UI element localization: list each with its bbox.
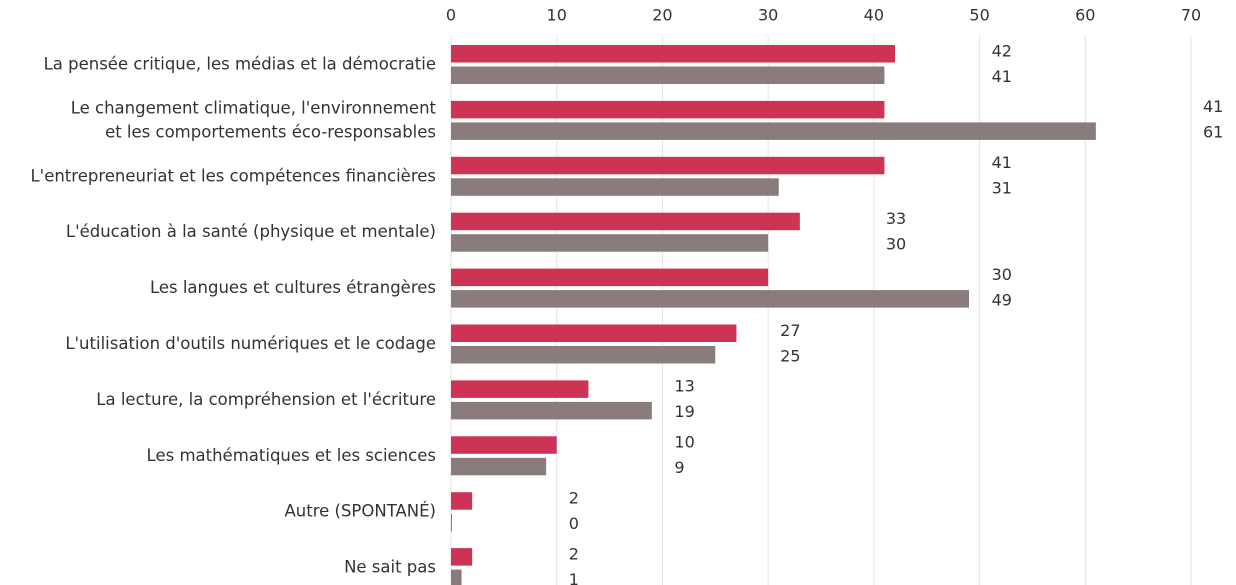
bar xyxy=(451,45,895,63)
category-line: Les langues et cultures étrangères xyxy=(150,278,436,297)
category-label: L'entrepreneuriat et les compétences fin… xyxy=(30,166,436,185)
bar xyxy=(451,234,769,252)
category-line: La pensée critique, les médias et la dém… xyxy=(44,54,436,73)
value-label: 2 xyxy=(569,488,579,507)
category-label: Le changement climatique, l'environnemen… xyxy=(71,98,437,141)
category-line: L'utilisation d'outils numériques et le … xyxy=(65,334,436,353)
value-label: 25 xyxy=(780,346,800,365)
category-label: La lecture, la compréhension et l'écritu… xyxy=(96,389,436,408)
x-tick-label: 60 xyxy=(1075,6,1095,25)
bar xyxy=(451,156,885,175)
category-line: et les comportements éco-responsables xyxy=(105,122,436,141)
category-label: Les mathématiques et les sciences xyxy=(147,445,436,464)
category-line: Ne sait pas xyxy=(344,557,436,576)
value-label: 10 xyxy=(674,433,694,452)
value-label: 2 xyxy=(569,544,579,563)
bar xyxy=(451,66,885,84)
bar xyxy=(451,290,969,308)
bar xyxy=(451,457,547,476)
category-line: L'éducation à la santé (physique et ment… xyxy=(66,222,436,241)
value-label: 41 xyxy=(1203,97,1223,116)
bar xyxy=(451,100,885,119)
value-label: 42 xyxy=(992,41,1012,60)
value-label: 61 xyxy=(1203,123,1223,142)
x-tick-label: 0 xyxy=(446,6,456,25)
category-label: L'éducation à la santé (physique et ment… xyxy=(66,222,436,241)
category-label: Ne sait pas xyxy=(344,557,436,576)
value-label: 30 xyxy=(886,234,906,253)
category-line: La lecture, la compréhension et l'écritu… xyxy=(96,389,436,408)
value-label: 30 xyxy=(992,265,1012,284)
bar xyxy=(451,548,473,566)
category-line: Les mathématiques et les sciences xyxy=(147,445,436,464)
bar xyxy=(451,268,769,287)
x-tick-label: 50 xyxy=(969,6,989,25)
bar xyxy=(451,401,652,420)
value-label: 9 xyxy=(674,458,684,477)
category-line: Autre (SPONTANÉ) xyxy=(284,501,436,520)
bar xyxy=(451,212,800,231)
value-label: 0 xyxy=(569,514,579,533)
value-label: 41 xyxy=(992,67,1012,86)
category-line: Le changement climatique, l'environnemen… xyxy=(71,98,437,117)
value-label: 19 xyxy=(674,402,694,421)
x-tick-label: 20 xyxy=(652,6,672,25)
bar xyxy=(451,346,716,364)
bar xyxy=(451,436,557,454)
bar xyxy=(451,122,1096,140)
category-label: Les langues et cultures étrangères xyxy=(150,278,436,297)
bar xyxy=(451,569,462,585)
value-label: 13 xyxy=(674,377,694,396)
bar xyxy=(451,178,779,196)
bar xyxy=(451,513,452,532)
x-tick-label: 30 xyxy=(758,6,778,25)
bar xyxy=(451,492,473,510)
value-label: 49 xyxy=(992,290,1012,309)
category-label: Autre (SPONTANÉ) xyxy=(284,501,436,520)
bar xyxy=(451,324,737,342)
x-tick-label: 70 xyxy=(1181,6,1201,25)
value-label: 41 xyxy=(992,153,1012,172)
category-label: La pensée critique, les médias et la dém… xyxy=(44,54,436,73)
bar xyxy=(451,380,589,398)
value-label: 1 xyxy=(569,570,579,585)
value-label: 27 xyxy=(780,321,800,340)
category-line: L'entrepreneuriat et les compétences fin… xyxy=(30,166,436,185)
x-tick-label: 10 xyxy=(547,6,567,25)
category-label: L'utilisation d'outils numériques et le … xyxy=(65,334,436,353)
value-label: 33 xyxy=(886,209,906,228)
value-label: 31 xyxy=(992,179,1012,198)
x-tick-label: 40 xyxy=(864,6,884,25)
